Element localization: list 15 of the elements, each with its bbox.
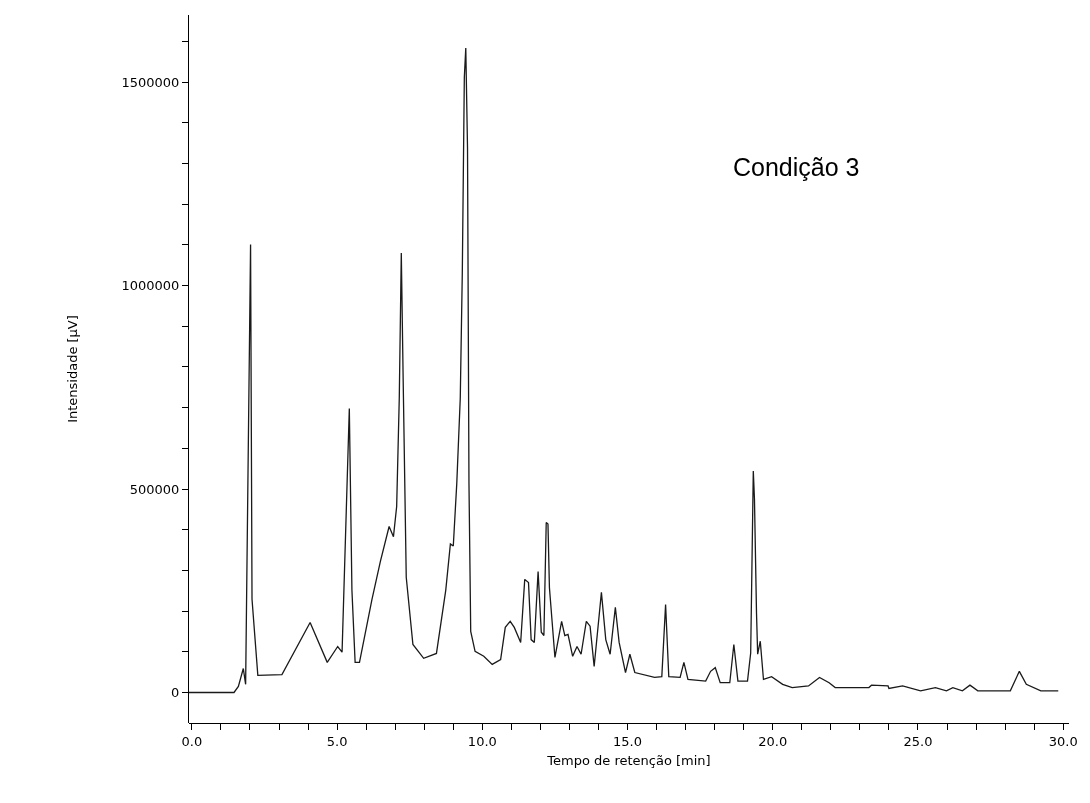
line-series	[189, 47, 1059, 694]
y-tick-label: 1500000	[121, 74, 180, 90]
x-tick-label: 10.0	[467, 733, 497, 749]
y-tick-label: 0	[171, 685, 180, 701]
x-tick-label: 15.0	[613, 733, 643, 749]
annotation: Condição 3	[733, 153, 860, 181]
y-axis-title: Intensidade [µV]	[65, 315, 81, 423]
x-tick-label: 30.0	[1048, 733, 1078, 749]
x-tick-label: 25.0	[903, 733, 933, 749]
x-tick-label: 0.0	[181, 733, 203, 749]
y-tick-label: 500000	[129, 481, 180, 497]
y-tick-label: 1000000	[121, 278, 180, 294]
x-tick-label: 5.0	[326, 733, 348, 749]
x-axis-title: Tempo de retenção [min]	[546, 753, 711, 769]
x-tick-label: 20.0	[758, 733, 788, 749]
